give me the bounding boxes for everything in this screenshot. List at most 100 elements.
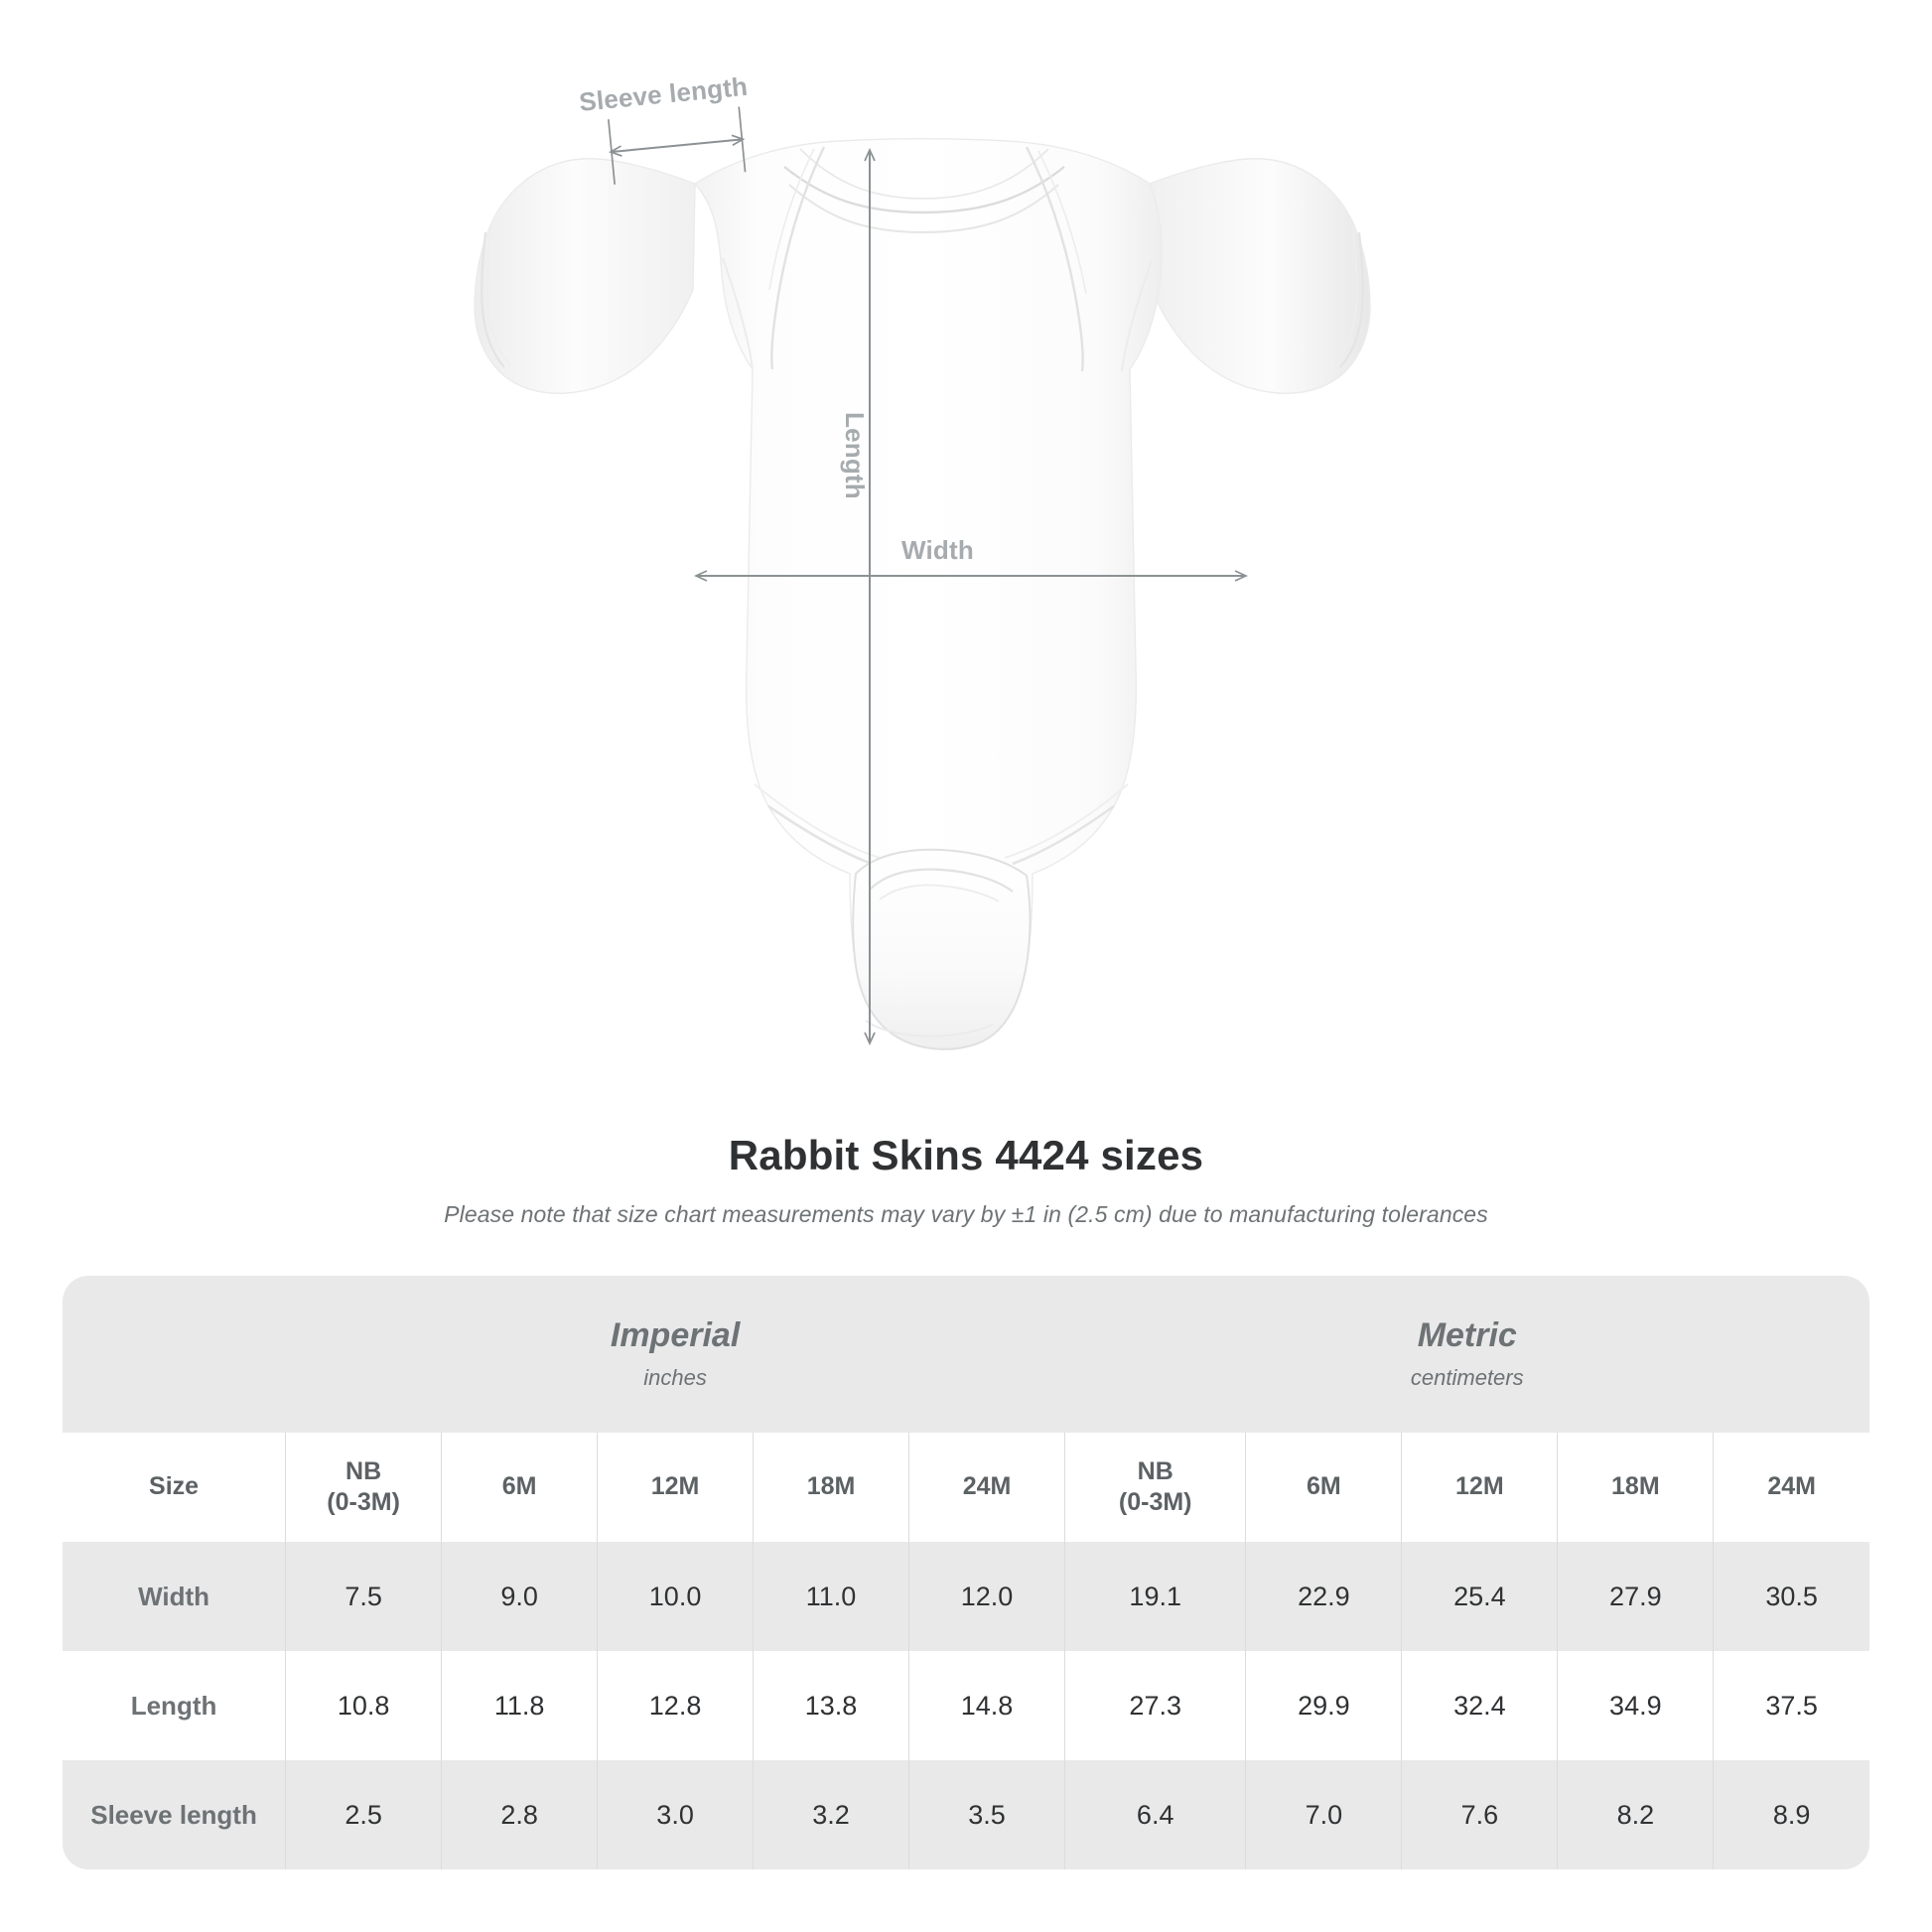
unit-header-corner (63, 1276, 286, 1433)
table-cell: 8.9 (1713, 1760, 1869, 1869)
cell-value: 12.0 (960, 1581, 1014, 1611)
table-cell: 8.2 (1557, 1760, 1714, 1869)
bodysuit-diagram-svg (474, 106, 1371, 1050)
left-sleeve (474, 158, 696, 394)
row-label-cell: Width (63, 1542, 286, 1651)
cell-value: 12.8 (648, 1690, 702, 1721)
cell-value: 11.8 (493, 1690, 545, 1721)
cell-value: 13.8 (804, 1690, 858, 1721)
cell-value: 25.4 (1453, 1581, 1506, 1611)
cell-value: 9.0 (500, 1581, 538, 1611)
cell-value: 34.9 (1609, 1690, 1662, 1721)
cell-value: 3.2 (812, 1799, 850, 1830)
cell-value: 10.0 (648, 1581, 702, 1611)
cell-value: 6.4 (1136, 1799, 1174, 1830)
cell-value: 8.2 (1616, 1799, 1655, 1830)
unit-group-metric: Metric centimeters (1064, 1276, 1869, 1433)
cell-value: 3.5 (968, 1799, 1006, 1830)
table-cell: 37.5 (1713, 1651, 1869, 1760)
size-table: Imperial inches Metric centimeters Size (63, 1276, 1869, 1869)
table-cell: 6.4 (1064, 1760, 1246, 1869)
cell-value: 10.8 (337, 1690, 390, 1721)
table-cell: 27.9 (1557, 1542, 1714, 1651)
page-title: Rabbit Skins 4424 sizes (728, 1132, 1204, 1178)
table-row: Sleeve length 2.5 2.8 3.0 3.2 3.5 6.4 7.… (63, 1760, 1869, 1869)
length-label: Length (840, 412, 870, 499)
table-row: Width 7.5 9.0 10.0 11.0 12.0 19.1 22.9 2… (63, 1542, 1869, 1651)
measure-guides (607, 106, 1245, 1042)
garment-illustration: Sleeve length Length Width (474, 71, 1371, 1050)
table-cell: 25.4 (1401, 1542, 1558, 1651)
table-cell: 14.8 (908, 1651, 1065, 1760)
unit-header-row: Imperial inches Metric centimeters (63, 1276, 1869, 1433)
cell-value: 2.8 (500, 1799, 538, 1830)
heading-block: Rabbit Skins 4424 sizes Please note that… (0, 1132, 1932, 1228)
table-cell: 2.5 (285, 1760, 442, 1869)
cell-value: 32.4 (1453, 1690, 1506, 1721)
size-col-main: 18M (1611, 1472, 1660, 1501)
size-col-main: NB (1137, 1456, 1173, 1485)
row-label-cell: Sleeve length (63, 1760, 286, 1869)
size-col-main: 6M (501, 1472, 537, 1501)
table-cell: 7.0 (1245, 1760, 1402, 1869)
size-header-cell: 12M (1401, 1433, 1558, 1542)
size-header-row: Size NB (0-3M) 6M (63, 1433, 1869, 1542)
size-header-cell: 18M (753, 1433, 909, 1542)
table-cell: 27.3 (1064, 1651, 1246, 1760)
table-cell: 29.9 (1245, 1651, 1402, 1760)
size-header-cell: 24M (908, 1433, 1065, 1542)
table-cell: 7.5 (285, 1542, 442, 1651)
size-col-main: 12M (650, 1472, 700, 1501)
cell-value: 27.3 (1129, 1690, 1181, 1721)
size-header-cell: 18M (1557, 1433, 1714, 1542)
size-header-cell: NB (0-3M) (1064, 1433, 1246, 1542)
unit-sub-metric: centimeters (1410, 1364, 1524, 1390)
row-label-cell: Length (63, 1651, 286, 1760)
row-label: Length (130, 1690, 217, 1721)
table-cell: 3.5 (908, 1760, 1065, 1869)
size-table-wrapper: Imperial inches Metric centimeters Size (63, 1276, 1869, 1869)
table-cell: 10.0 (597, 1542, 754, 1651)
size-header-cell: 24M (1713, 1433, 1869, 1542)
cell-value: 22.9 (1298, 1581, 1350, 1611)
cell-value: 7.6 (1460, 1799, 1499, 1830)
sleeve-length-arrow (607, 106, 747, 185)
table-cell: 32.4 (1401, 1651, 1558, 1760)
table-cell: 19.1 (1064, 1542, 1246, 1651)
size-col-main: 24M (1767, 1472, 1816, 1501)
cell-value: 14.8 (960, 1690, 1014, 1721)
unit-sub-imperial: inches (643, 1364, 707, 1390)
cell-value: 29.9 (1298, 1690, 1350, 1721)
table-cell: 3.2 (753, 1760, 909, 1869)
cell-value: 37.5 (1765, 1690, 1818, 1721)
row-label: Width (138, 1581, 210, 1611)
width-label: Width (901, 535, 974, 565)
size-header-label: Size (63, 1433, 286, 1542)
unit-group-imperial: Imperial inches (285, 1276, 1065, 1433)
table-cell: 3.0 (597, 1760, 754, 1869)
table-cell: 34.9 (1557, 1651, 1714, 1760)
size-col-main: 24M (962, 1472, 1012, 1501)
table-cell: 9.0 (441, 1542, 598, 1651)
table-cell: 12.0 (908, 1542, 1065, 1651)
cell-value: 8.9 (1772, 1799, 1811, 1830)
size-col-main: 18M (806, 1472, 856, 1501)
cell-value: 27.9 (1609, 1581, 1662, 1611)
cell-value: 2.5 (345, 1799, 382, 1830)
table-cell: 12.8 (597, 1651, 754, 1760)
size-col-main: 12M (1455, 1472, 1504, 1501)
cell-value: 11.0 (805, 1581, 857, 1611)
right-sleeve (1149, 158, 1371, 394)
size-col-sub: (0-3M) (327, 1488, 400, 1516)
size-col-main: NB (345, 1456, 382, 1485)
table-cell: 30.5 (1713, 1542, 1869, 1651)
size-header-cell: 12M (597, 1433, 754, 1542)
size-header-cell: 6M (1245, 1433, 1402, 1542)
unit-name-metric: Metric (1417, 1316, 1517, 1355)
size-label-text: Size (149, 1472, 200, 1501)
table-cell: 2.8 (441, 1760, 598, 1869)
table-cell: 11.8 (441, 1651, 598, 1760)
size-header-cell: 6M (441, 1433, 598, 1542)
size-col-sub: (0-3M) (1118, 1488, 1192, 1516)
table-row: Length 10.8 11.8 12.8 13.8 14.8 27.3 29.… (63, 1651, 1869, 1760)
